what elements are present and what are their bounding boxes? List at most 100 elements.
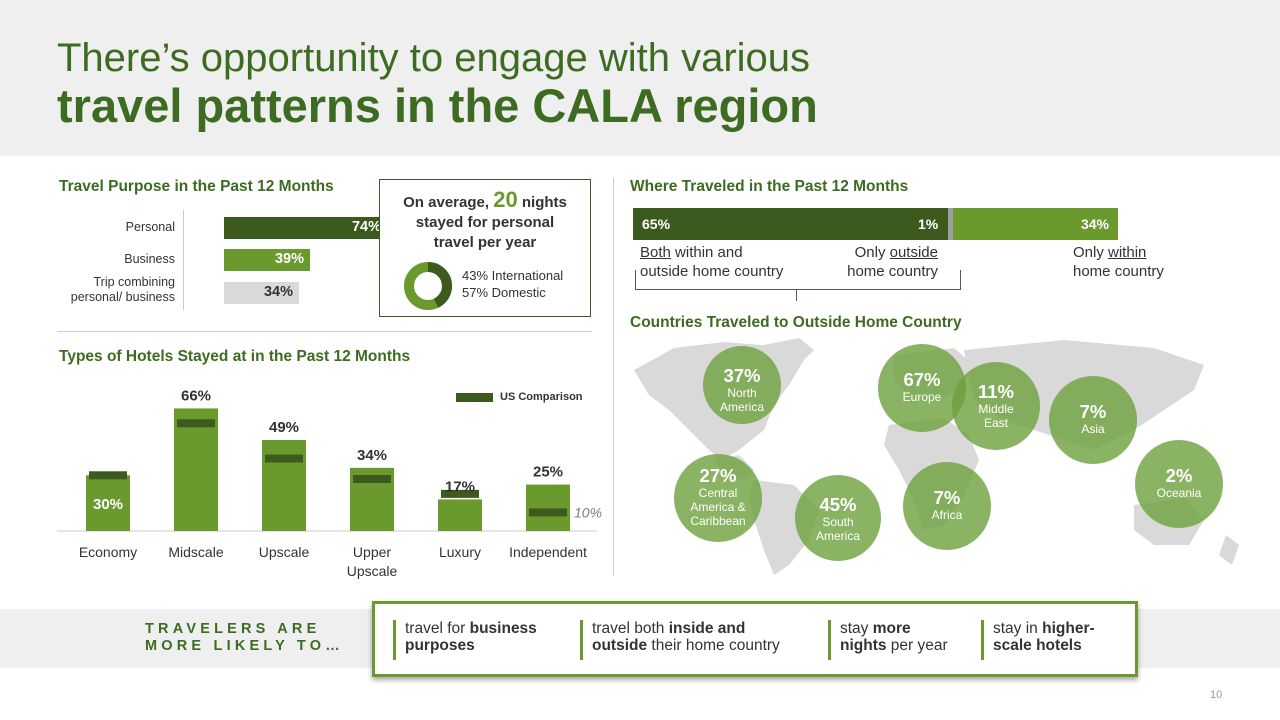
bubble-label: Europe	[902, 390, 942, 404]
where-bar-within: 34%	[953, 208, 1118, 240]
average-nights-box: On average, 20 nights stayed for persona…	[379, 179, 591, 317]
footer-bold: purposes	[405, 637, 475, 654]
legend-international: 43% International	[462, 268, 564, 283]
footer-item-inside-outside: travel both inside and outside their hom…	[580, 620, 820, 660]
domestic-international-donut	[404, 262, 452, 310]
map-new-zealand	[1219, 535, 1239, 565]
bubble-label: America &	[690, 500, 746, 514]
bubble-label: America	[815, 529, 860, 543]
bracket-stem	[796, 290, 797, 301]
bubble-south-america: 45% South America	[795, 475, 881, 561]
bubble-middle-east: 11% Middle East	[952, 362, 1040, 450]
donut-legend: 43% International 57% Domestic	[462, 267, 563, 301]
purpose-row-combined: Trip combining personal/ business 34%	[40, 275, 360, 306]
purpose-value: 34%	[263, 284, 293, 300]
avg-prefix: On average,	[403, 194, 490, 211]
footer-text: per year	[886, 637, 948, 654]
page-title-line2: travel patterns in the CALA region	[57, 79, 818, 132]
travel-purpose-title: Travel Purpose in the Past 12 Months	[59, 178, 334, 195]
vertical-divider	[613, 178, 614, 576]
footer-bold: nights	[840, 637, 887, 654]
us-comparison-marker	[265, 454, 303, 463]
us-comparison-marker	[177, 419, 215, 428]
bubble-asia: 7% Asia	[1049, 376, 1137, 464]
where-desc-outside: Only outside home country	[831, 243, 938, 281]
bubble-oceania: 2% Oceania	[1135, 440, 1223, 528]
us-comparison-marker	[441, 489, 479, 498]
purpose-label: Personal	[125, 220, 175, 234]
desc-within-underlined: within	[1108, 244, 1147, 261]
footer-item-higher-scale: stay in higher- scale hotels	[981, 620, 1121, 660]
hotel-bar	[526, 484, 570, 531]
where-desc-both: Both within and outside home country	[640, 243, 783, 281]
footer-bold: more	[872, 620, 911, 637]
bubble-label: Oceania	[1156, 486, 1202, 500]
purpose-value: 39%	[274, 251, 304, 267]
us-comparison-swatch	[456, 393, 493, 402]
desc-outside-underlined: outside	[889, 244, 938, 261]
bubble-pct: 37%	[723, 365, 761, 386]
where-bar-outside	[948, 208, 953, 240]
countries-title: Countries Traveled to Outside Home Count…	[630, 314, 962, 331]
legend-domestic: 57% Domestic	[462, 285, 546, 300]
footer-bold: scale hotels	[993, 637, 1082, 654]
hotel-category-label: Midscale	[168, 544, 223, 560]
footer-text: stay	[840, 620, 873, 637]
avg-line2: stayed for personal	[415, 214, 555, 231]
footer-bold: inside and	[668, 620, 746, 637]
desc-both-underlined: Both	[640, 244, 671, 261]
footer-callout-box: travel for business purposes travel both…	[372, 601, 1138, 677]
purpose-bar: 39%	[224, 249, 310, 271]
footer-bold: higher-	[1042, 620, 1095, 637]
hotel-category-label: Upper	[353, 544, 391, 560]
donut-international-slice	[404, 262, 452, 310]
hotels-title: Types of Hotels Stayed at in the Past 12…	[59, 348, 411, 365]
bubble-pct: 11%	[977, 381, 1014, 402]
bubble-pct: 45%	[819, 494, 857, 515]
bubble-north-america: 37% North America	[703, 346, 781, 424]
us-comparison-marker	[89, 471, 127, 480]
desc-within-line2: home country	[1073, 263, 1164, 280]
page-number: 10	[1210, 689, 1223, 701]
bubble-label: America	[719, 400, 764, 414]
hotels-bar-chart: 30% Economy 66% Midscale 49% Upscale 34% Upper U…	[57, 387, 602, 579]
bracket-line	[635, 270, 961, 290]
map-greenland	[764, 338, 814, 365]
bubble-label: Caribbean	[690, 514, 746, 528]
bubble-pct: 7%	[933, 487, 961, 508]
bubble-pct: 27%	[699, 465, 737, 486]
where-value-both: 65%	[642, 216, 671, 232]
hotel-bar	[438, 499, 482, 531]
bubble-pct: 67%	[903, 369, 941, 390]
bubble-europe: 67% Europe	[878, 344, 966, 432]
hotel-bar-value: 17%	[445, 478, 475, 495]
bubble-label: Africa	[931, 508, 963, 522]
bubble-label: East	[983, 416, 1008, 430]
us-comparison-marker	[353, 475, 391, 483]
footer-text: their home country	[647, 637, 780, 654]
where-bar-both: 65%	[633, 208, 948, 240]
purpose-row-personal: Personal 74%	[40, 217, 387, 241]
hotel-bar	[86, 475, 130, 531]
bubble-africa: 7% Africa	[903, 462, 991, 550]
average-nights-text: On average, 20 nights stayed for persona…	[380, 187, 590, 253]
where-value-outside: 1%	[918, 216, 939, 232]
footer-text: stay in	[993, 620, 1043, 637]
avg-suffix: nights	[521, 194, 567, 211]
where-value-within: 34%	[1080, 216, 1109, 232]
footer-title: TRAVELERS ARE MORE LIKELY TO…	[145, 621, 344, 655]
bubble-label: North	[727, 386, 757, 400]
purpose-label-line1: Trip combining	[93, 275, 175, 289]
hotel-bar	[174, 408, 218, 531]
bubble-label: South	[822, 515, 854, 529]
purpose-label: Business	[124, 252, 175, 266]
desc-both-rest: within and	[670, 244, 743, 261]
hotel-bar-value: 49%	[269, 419, 299, 436]
purpose-value: 74%	[351, 219, 381, 235]
independent-us-note: 10%	[574, 504, 602, 520]
where-desc-within: Only within home country	[1073, 243, 1164, 281]
desc-outside-line2: home country	[847, 263, 938, 280]
hotel-category-label: Economy	[79, 544, 137, 560]
hotel-category-label: Upscale	[259, 544, 310, 560]
avg-number: 20	[493, 187, 518, 212]
